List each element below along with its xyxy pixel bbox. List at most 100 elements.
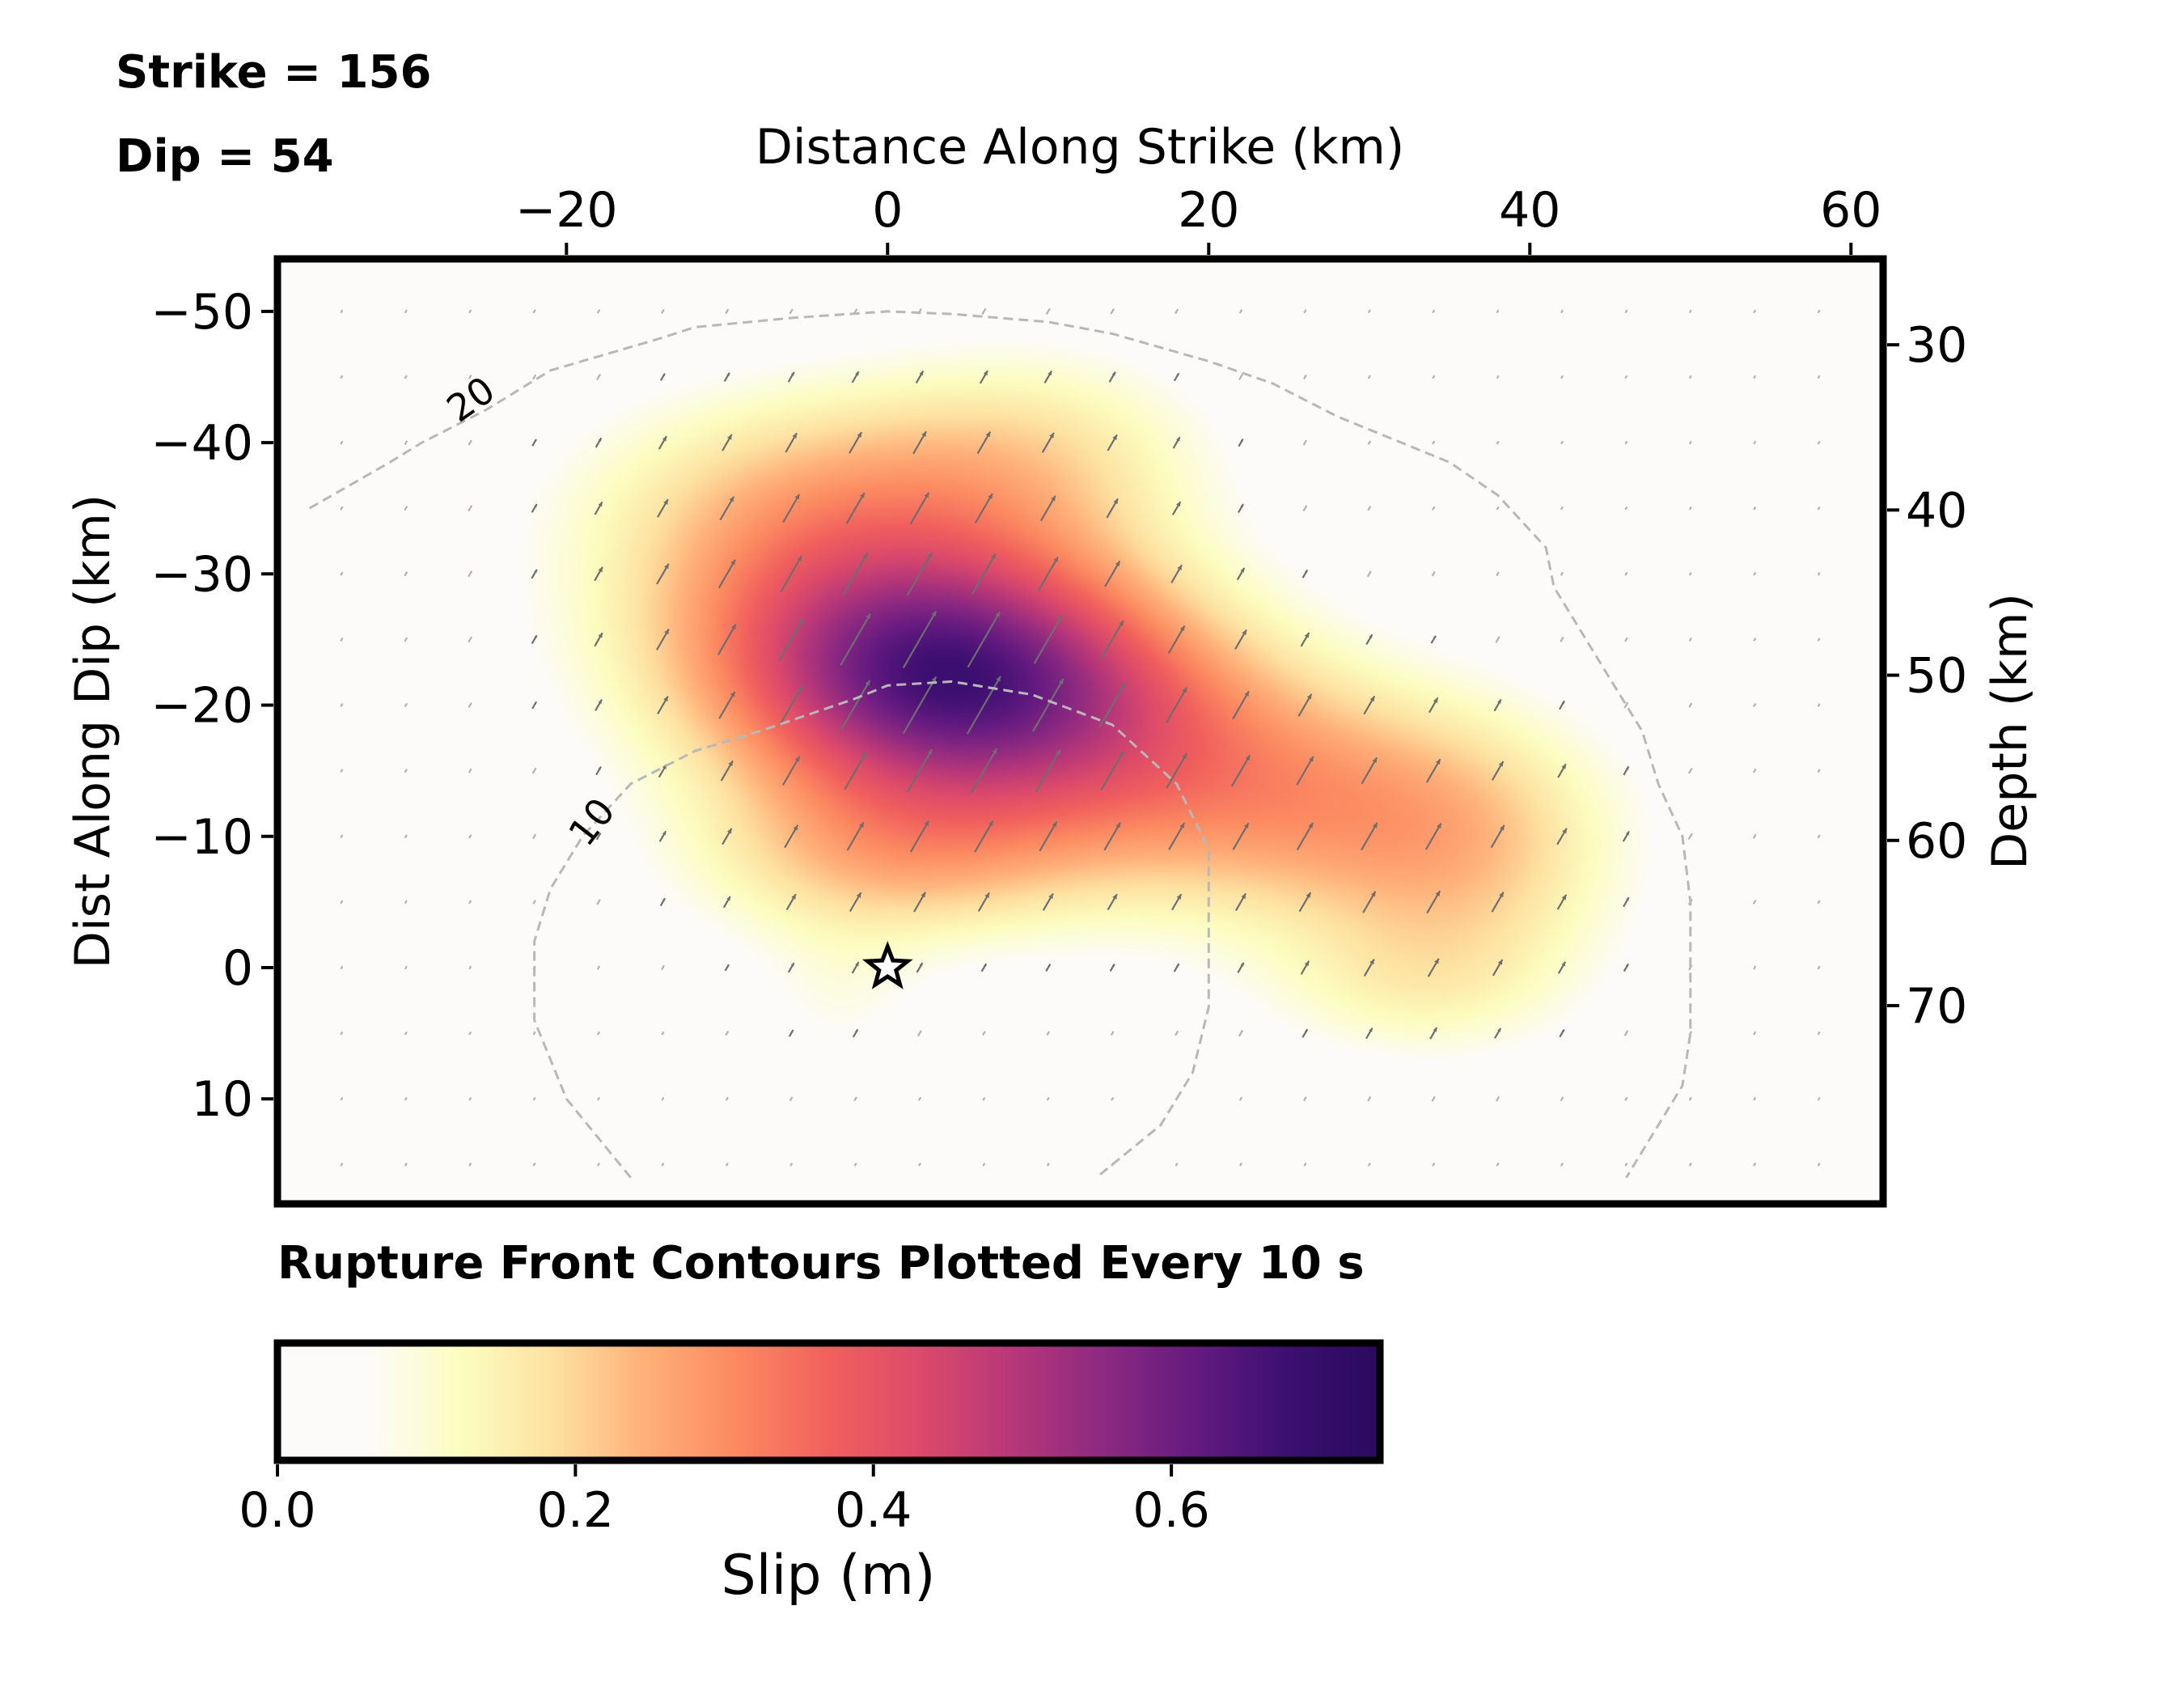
rake-arrow-head <box>855 1029 858 1033</box>
rake-arrow <box>1432 1162 1436 1167</box>
rake-arrow-head <box>1626 964 1629 967</box>
rake-arrow-head <box>1176 373 1179 376</box>
rake-arrow <box>1688 571 1692 576</box>
rake-arrow-head <box>860 493 865 498</box>
rake-arrow <box>789 1163 794 1167</box>
rake-arrow <box>1432 440 1436 445</box>
rake-arrow <box>1238 374 1243 380</box>
rake-arrow <box>1035 748 1061 793</box>
rake-arrow-head <box>534 635 537 639</box>
rake-arrow <box>1431 1095 1436 1102</box>
rake-arrow <box>660 964 665 971</box>
rake-arrow-head <box>794 756 800 762</box>
rake-arrow-head <box>790 371 794 376</box>
dip-tick-label: −20 <box>150 678 253 735</box>
rake-arrow-head <box>1176 437 1180 442</box>
rake-arrow-head <box>1433 635 1436 639</box>
rake-arrow-head <box>1433 697 1438 704</box>
rake-arrow-head <box>1176 502 1181 507</box>
rake-arrow-head <box>1561 764 1566 769</box>
rake-arrow <box>1752 833 1757 839</box>
rake-arrow-head <box>663 499 668 505</box>
x-axis-label: Distance Along Strike (km) <box>756 119 1405 176</box>
rake-arrow-head <box>1179 823 1185 828</box>
rake-arrow <box>1046 1096 1050 1101</box>
rake-arrow <box>1496 309 1500 314</box>
rake-arrow <box>1817 375 1821 379</box>
rupture-contour-20 <box>308 310 1692 1179</box>
rake-arrow-head <box>797 556 802 561</box>
rake-arrow <box>909 492 930 525</box>
rake-arrow-head <box>792 433 798 439</box>
rake-arrow <box>1817 1096 1821 1101</box>
rake-arrow-head <box>1112 894 1117 900</box>
rake-arrow-head <box>664 563 669 570</box>
rake-arrow-head <box>1048 308 1050 311</box>
rake-arrow <box>789 1096 794 1102</box>
rake-arrow-head <box>729 496 734 502</box>
rake-arrow <box>404 900 408 905</box>
rake-arrow <box>1046 1163 1050 1167</box>
rake-arrow-head <box>1115 822 1121 828</box>
rake-arrow-head <box>598 699 602 705</box>
rake-arrow-head <box>662 436 667 442</box>
rake-arrow-head <box>1306 693 1312 700</box>
rake-arrow <box>1303 1096 1307 1102</box>
rake-arrow <box>1367 375 1371 379</box>
rake-arrow <box>1753 638 1757 642</box>
rake-arrow <box>1560 309 1564 314</box>
rake-arrow <box>468 1096 472 1101</box>
rake-arrow <box>1753 1031 1757 1036</box>
x-tick-label: 20 <box>1178 182 1239 239</box>
x-tick-label: 0 <box>872 182 903 239</box>
dip-annotation: Dip = 54 <box>116 130 334 183</box>
rake-arrow <box>1046 1031 1051 1036</box>
rake-arrow <box>1175 1163 1179 1167</box>
rake-arrow-head <box>1499 892 1504 898</box>
rake-arrow <box>1366 570 1372 578</box>
rake-arrow-head <box>1370 891 1376 897</box>
rake-arrow-head <box>1177 565 1183 570</box>
rake-arrow <box>1753 1163 1757 1167</box>
rake-arrow <box>404 506 408 511</box>
rake-arrow-head <box>1436 823 1441 829</box>
rake-arrow <box>532 1163 536 1167</box>
rake-arrow <box>1303 309 1307 314</box>
rake-arrow <box>1753 703 1757 708</box>
rake-arrow-head <box>931 676 937 683</box>
rake-arrow-head <box>790 963 794 967</box>
rake-arrow-head <box>534 569 537 574</box>
colorbar-gradient <box>277 1343 1380 1460</box>
rake-arrow <box>531 767 537 774</box>
depth-tick-label: 30 <box>1906 317 1967 374</box>
rake-arrow-head <box>598 566 603 573</box>
rake-arrow <box>1104 560 1121 587</box>
rake-arrow <box>1752 768 1757 773</box>
rake-arrow <box>1560 506 1564 511</box>
rake-arrow-head <box>798 685 802 692</box>
rake-arrow-head <box>857 432 862 438</box>
rake-arrow-head <box>1500 824 1505 831</box>
rake-arrow <box>906 552 933 596</box>
rake-arrow <box>725 1096 729 1101</box>
rake-arrow <box>853 1163 857 1167</box>
rake-arrow <box>1110 1031 1115 1036</box>
rake-arrow-head <box>855 371 859 376</box>
dip-tick-label: −50 <box>150 284 253 341</box>
rake-arrow <box>468 636 473 643</box>
rake-arrow <box>661 1163 665 1167</box>
rake-arrow-head <box>1626 897 1629 901</box>
rake-arrow <box>340 1096 344 1101</box>
rake-arrow-head <box>984 308 986 311</box>
rake-arrow <box>468 1163 472 1167</box>
colorbar-tick-label: 0.0 <box>239 1482 315 1539</box>
rake-arrow-head <box>1690 833 1692 836</box>
rake-arrow <box>1232 822 1250 850</box>
rake-arrow <box>596 965 601 970</box>
rake-arrow-head <box>1119 751 1124 757</box>
rake-arrow-head <box>1053 557 1058 563</box>
rake-arrow <box>846 821 865 851</box>
rake-arrow <box>1361 756 1378 785</box>
rake-arrow <box>1167 625 1186 655</box>
rake-arrow <box>468 702 472 708</box>
